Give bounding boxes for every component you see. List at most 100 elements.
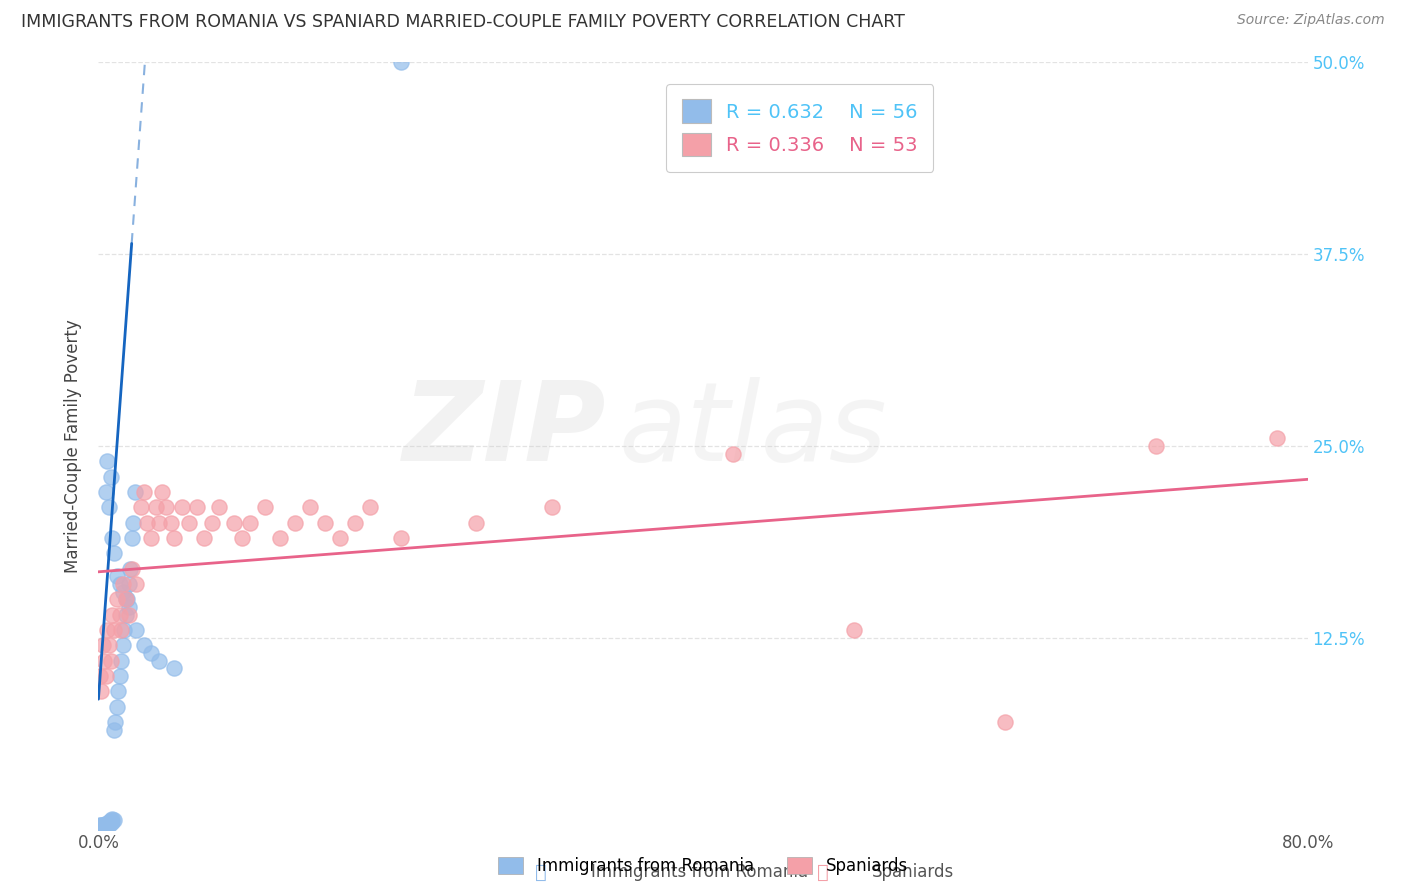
Point (231, 531, 253, 545)
Point (125, 623, 148, 637)
Point (239, 516, 262, 530)
Point (125, 577, 148, 591)
Point (96, 820, 118, 834)
Legend: R = 0.632    N = 56, R = 0.336    N = 53: R = 0.632 N = 56, R = 0.336 N = 53 (666, 84, 934, 172)
Point (103, 814, 125, 828)
Point (141, 531, 163, 545)
Point (98, 500, 121, 515)
Point (94, 818, 117, 832)
Point (91, 821, 114, 835)
Y-axis label: Married-Couple Family Poverty: Married-Couple Family Poverty (65, 319, 83, 573)
Text: IMMIGRANTS FROM ROMANIA VS SPANIARD MARRIED-COUPLE FAMILY POVERTY CORRELATION CH: IMMIGRANTS FROM ROMANIA VS SPANIARD MARR… (21, 13, 905, 31)
Text: ZIP: ZIP (402, 377, 606, 484)
Text: Spaniards: Spaniards (872, 863, 953, 881)
Point (253, 500, 276, 515)
Point (103, 723, 125, 737)
Point (90, 820, 112, 834)
Point (148, 654, 170, 668)
Point (108, 669, 131, 683)
Point (111, 584, 134, 599)
Point (100, 469, 122, 483)
Point (994, 715, 1017, 730)
Point (132, 639, 155, 653)
Point (91, 818, 114, 832)
Point (121, 531, 143, 545)
Text: ⬜: ⬜ (536, 863, 547, 882)
Point (91, 639, 114, 653)
Point (108, 607, 131, 622)
Point (160, 516, 183, 530)
Point (94, 485, 117, 500)
Point (121, 562, 143, 576)
Point (163, 661, 186, 675)
Point (186, 500, 208, 515)
Point (93, 820, 115, 834)
Point (155, 500, 177, 515)
Point (269, 531, 291, 545)
Point (170, 500, 193, 515)
Point (122, 516, 145, 530)
Point (112, 623, 135, 637)
Point (208, 500, 231, 515)
Point (94, 820, 117, 834)
Point (105, 569, 128, 583)
Legend: Immigrants from Romania, Spaniards: Immigrants from Romania, Spaniards (489, 849, 917, 884)
Point (94, 669, 117, 683)
Point (96, 816, 118, 830)
Point (118, 577, 141, 591)
Point (114, 592, 136, 607)
Point (90, 684, 112, 698)
Point (98, 639, 121, 653)
Point (100, 654, 122, 668)
Point (129, 500, 152, 515)
Point (101, 607, 124, 622)
Point (104, 715, 127, 730)
Point (93, 821, 115, 835)
Point (389, 55, 412, 70)
Point (344, 516, 367, 530)
Point (111, 639, 134, 653)
Point (145, 500, 167, 515)
Point (100, 814, 122, 828)
Point (98, 814, 121, 829)
Point (110, 654, 132, 668)
Point (1144, 439, 1167, 453)
Point (163, 531, 186, 545)
Point (135, 516, 157, 530)
Point (141, 646, 163, 660)
Point (101, 531, 124, 545)
Point (103, 623, 125, 637)
Point (108, 577, 131, 591)
Point (101, 812, 124, 826)
Point (150, 485, 173, 500)
Point (107, 684, 129, 698)
Point (224, 516, 246, 530)
Point (360, 500, 382, 515)
Point (105, 699, 128, 714)
Point (465, 516, 488, 530)
Point (193, 531, 215, 545)
Point (103, 546, 125, 560)
Point (179, 516, 201, 530)
Point (118, 600, 141, 615)
Point (96, 623, 118, 637)
Point (299, 500, 322, 515)
Point (89, 669, 111, 683)
Point (844, 623, 866, 637)
Point (98, 818, 121, 832)
Point (94, 821, 117, 835)
Point (329, 531, 352, 545)
Point (93, 818, 115, 832)
Point (93, 654, 115, 668)
Point (110, 623, 132, 637)
Point (114, 592, 136, 607)
Point (201, 516, 224, 530)
Text: Immigrants from Romania: Immigrants from Romania (591, 863, 807, 881)
Point (89, 818, 111, 832)
Point (115, 592, 138, 607)
Point (118, 607, 141, 622)
Point (1267, 431, 1289, 445)
Point (101, 814, 124, 829)
Point (314, 516, 336, 530)
Point (114, 607, 136, 622)
